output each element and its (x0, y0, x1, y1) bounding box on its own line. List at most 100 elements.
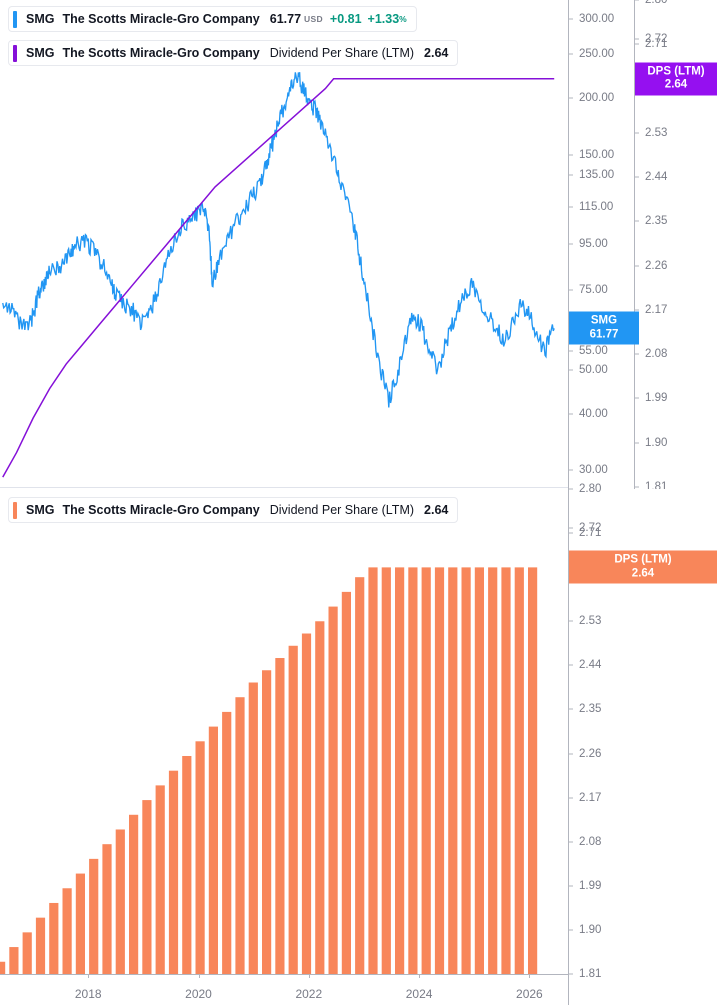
badge-line-value: 2.64 (631, 567, 655, 580)
legend-color-swatch (13, 44, 17, 62)
axis-tick-label: 2.35 (579, 703, 602, 716)
axis-tick-mark (569, 929, 573, 931)
time-axis[interactable]: 2018 2020 2022 2024 2026 (0, 974, 568, 1005)
dps-bar (22, 932, 32, 974)
price-series-svg (2, 72, 555, 478)
badge-line-study: DPS (LTM) (647, 65, 705, 78)
price-line (2, 72, 555, 408)
dps-bar (168, 770, 179, 974)
dps-bar (501, 567, 511, 974)
dps-bar (341, 591, 351, 974)
price-plot-area[interactable] (0, 0, 568, 487)
legend-study-name: Dividend Per Share (LTM) (269, 46, 415, 60)
axis-tick-label: 2.17 (579, 791, 602, 804)
axis-tick-mark (569, 488, 573, 490)
axis-tick-mark (569, 620, 573, 622)
time-axis-tick-label: 2018 (74, 987, 102, 1001)
time-axis-tick-label: 2024 (405, 987, 433, 1001)
legend-company-name: The Scotts Miracle-Gro Company (62, 46, 260, 60)
axis-tick-label: 1.90 (579, 923, 602, 936)
axis-tick-label: 2.17 (645, 303, 668, 316)
dps-bars-svg (0, 567, 538, 974)
dps-bar (222, 711, 232, 974)
legend-company-name: The Scotts Miracle-Gro Company (62, 503, 260, 517)
time-axis-tick-mark (529, 974, 531, 978)
badge-line-study: DPS (LTM) (614, 553, 672, 566)
dps-bar (395, 567, 405, 974)
axis-tick-mark (635, 442, 639, 444)
price-axis-left-scale[interactable]: 300.00 250.00 200.00 150.00 135.00 115.00 95.0… (568, 0, 630, 489)
legend-ticker: SMG (26, 503, 55, 517)
axis-tick-mark (569, 708, 573, 710)
axis-tick-mark (569, 797, 573, 799)
dps-bar (35, 917, 46, 974)
dps-overlay-line (2, 77, 555, 478)
dps-current-badge[interactable]: DPS (LTM) 2.64 (569, 550, 717, 584)
axis-tick-label: 2.08 (645, 348, 668, 361)
time-axis-tick-mark (88, 974, 90, 978)
dps-bar (355, 577, 365, 974)
axis-tick-mark (635, 265, 639, 267)
dps-bar (381, 567, 391, 974)
dps-bar (288, 645, 298, 974)
axis-tick-label: 2.44 (579, 659, 602, 672)
dps-bar (155, 785, 165, 974)
axis-tick-mark (569, 532, 573, 534)
axis-tick-label: 1.90 (645, 436, 668, 449)
pane-divider[interactable] (0, 487, 568, 488)
legend-price-dps-study[interactable]: SMG The Scotts Miracle-Gro Company Divid… (8, 40, 459, 66)
axis-tick-mark (569, 973, 573, 975)
legend-dps-study[interactable]: SMG The Scotts Miracle-Gro Company Divid… (8, 497, 459, 523)
axis-tick-mark (569, 369, 573, 371)
axis-tick-mark (569, 469, 573, 471)
dps-overlay-current-badge[interactable]: DPS (LTM) 2.64 (635, 62, 717, 96)
dps-bar (49, 902, 59, 974)
dps-axis-scale[interactable]: 2.802.722.712.622.532.442.352.262.172.08… (568, 483, 717, 1005)
dps-bar (421, 567, 431, 974)
dps-bar (488, 567, 498, 974)
legend-price-quote[interactable]: SMG The Scotts Miracle-Gro Company 61.77… (8, 6, 417, 32)
axis-tick-label: 135.00 (579, 169, 615, 182)
dps-bar (0, 961, 6, 974)
dps-pane: SMG The Scotts Miracle-Gro Company Divid… (0, 483, 717, 1005)
axis-tick-mark (569, 350, 573, 352)
axis-tick-label: 2.26 (645, 259, 668, 272)
time-axis-tick-mark (308, 974, 310, 978)
axis-tick-label: 2.80 (579, 483, 602, 495)
axis-tick-label: 1.99 (645, 392, 668, 405)
dps-plot-area[interactable] (0, 489, 568, 974)
dps-bar (368, 567, 378, 974)
legend-ticker: SMG (26, 12, 55, 26)
axis-tick-mark (635, 397, 639, 399)
dps-bar (514, 567, 524, 974)
axis-tick-mark (635, 486, 639, 488)
axis-tick-mark (635, 0, 639, 1)
badge-line-ticker: SMG (590, 314, 618, 327)
dps-bar (89, 858, 99, 974)
dps-overlay-axis-scale[interactable]: 2.802.722.712.622.532.442.352.262.172.08… (634, 0, 717, 493)
legend-percent-symbol: % (399, 14, 407, 24)
legend-last-price: 61.77 (269, 12, 302, 26)
axis-line (568, 489, 569, 1005)
axis-tick-mark (569, 174, 573, 176)
axis-tick-mark (569, 154, 573, 156)
legend-company-name: The Scotts Miracle-Gro Company (62, 12, 260, 26)
badge-line-value: 61.77 (589, 328, 619, 341)
axis-tick-mark (569, 206, 573, 208)
dps-bar (9, 947, 19, 974)
axis-tick-label: 1.99 (579, 879, 602, 892)
time-axis-tick-label: 2022 (295, 987, 323, 1001)
axis-tick-mark (635, 38, 639, 40)
axis-tick-label: 115.00 (579, 200, 614, 213)
legend-change-pct: +1.33 (367, 12, 400, 26)
dps-bar (262, 670, 272, 974)
axis-tick-label: 2.44 (645, 171, 668, 184)
axis-line (568, 0, 569, 489)
dps-bar (115, 829, 125, 974)
axis-tick-label: 2.35 (645, 215, 668, 228)
axis-line (634, 0, 635, 489)
legend-study-name: Dividend Per Share (LTM) (269, 503, 415, 517)
price-current-badge[interactable]: SMG 61.77 (569, 311, 639, 345)
axis-tick-label: 75.00 (579, 284, 608, 297)
